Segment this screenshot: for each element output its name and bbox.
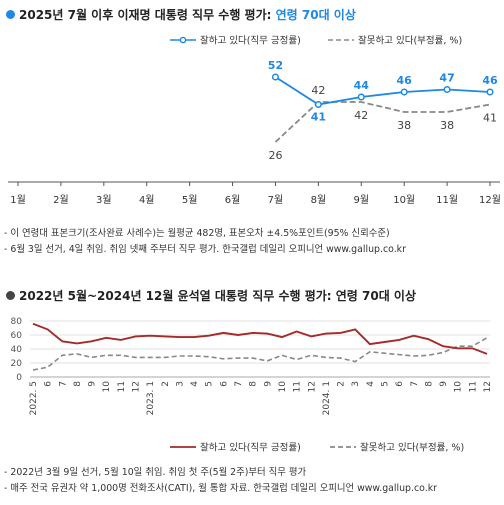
top-title-highlight: 연령 70대 이상 — [275, 8, 356, 22]
x-tick-label: 12 — [307, 381, 317, 392]
data-label-positive: 47 — [439, 72, 454, 85]
legend-marker-icon — [179, 36, 187, 44]
x-tick-label: 7 — [58, 381, 68, 387]
x-tick-label: 8월 — [311, 194, 327, 206]
x-tick-label: 6월 — [225, 194, 241, 206]
top-line-chart: 잘하고 있다(직무 긍정률) 잘못하고 있다(부정률, %) 1월 2월 3월 4월 5월 6… — [8, 35, 501, 206]
x-tick-label: 4월 — [139, 194, 155, 206]
x-tick-label: 1월 — [10, 194, 26, 206]
x-tick-label: 6 — [219, 381, 229, 387]
x-tick-label: 9월 — [353, 194, 369, 206]
data-label-negative: 41 — [483, 112, 497, 125]
bullet-dot-icon — [6, 10, 15, 19]
data-label-positive: 46 — [397, 74, 413, 87]
x-tick-label: 10 — [102, 381, 112, 393]
series-line-2 — [32, 337, 488, 371]
data-point-positive — [271, 73, 280, 81]
data-label-negative: 26 — [268, 149, 282, 162]
bottom-section: 2022년 5월~2024년 12월 윤석열 대통령 직무 수행 평가: 연령 … — [0, 283, 504, 505]
x-tick-label: 6 — [44, 381, 54, 387]
x-tick-label: 6 — [395, 381, 405, 387]
x-tick-label: 11 — [293, 381, 303, 392]
series-line-1 — [274, 76, 491, 106]
series-line-2 — [274, 101, 491, 143]
top-footnote-1: - 이 연령대 표본크기(조사완료 사례수)는 월평균 482명, 표본오차 ±… — [4, 228, 390, 239]
x-tick-label: 12 — [483, 381, 493, 392]
x-tick-label: 2 — [337, 381, 347, 387]
bottom-footnote-1: - 2022년 3월 9일 선거, 5월 10일 취임. 취임 첫 주(5월 2… — [4, 467, 307, 478]
bottom-footnote-2: - 매주 전국 유권자 약 1,000명 전화조사(CATI), 월 통합 자료… — [4, 483, 437, 494]
data-label-negative: 38 — [440, 119, 454, 132]
x-tick-label: 2월 — [53, 194, 69, 206]
x-tick-label: 2022. 5 — [29, 381, 39, 415]
series-line-1 — [32, 322, 488, 355]
top-footnote-2: - 6월 3일 선거, 4일 취임. 취임 넷째 주부터 직무 평가. 한국갤럽… — [4, 244, 406, 255]
data-label-positive: 52 — [268, 59, 283, 72]
data-label-negative: 42 — [311, 84, 325, 97]
y-tick-label: 80 — [11, 317, 23, 327]
data-label-positive: 41 — [311, 111, 326, 124]
bottom-legend: 잘하고 있다(직무 긍정률) 잘못하고 있다(부정률, %) — [170, 442, 464, 454]
x-tick-label: 5 — [380, 381, 390, 387]
x-tick-label: 5월 — [182, 194, 198, 206]
x-tick-label: 9 — [88, 381, 98, 387]
y-tick-label: 40 — [11, 345, 23, 355]
data-point-positive — [314, 100, 322, 109]
x-tick-label: 2 — [161, 381, 171, 387]
data-point-positive — [443, 85, 451, 94]
top-chart-title: 2025년 7월 이후 이재명 대통령 직무 수행 평가: 연령 70대 이상 — [6, 6, 356, 23]
x-tick-label: 5 — [205, 381, 215, 387]
bottom-chart-title: 2022년 5월~2024년 12월 윤석열 대통령 직무 수행 평가: 연령 … — [6, 287, 416, 304]
x-tick-label: 3월 — [96, 194, 112, 206]
data-label-negative: 38 — [397, 119, 411, 132]
top-footnotes: - 이 연령대 표본크기(조사완료 사례수)는 월평균 482명, 표본오차 ±… — [4, 226, 406, 258]
top-legend: 잘하고 있다(직무 긍정률) 잘못하고 있다(부정률, %) — [170, 35, 462, 47]
x-tick-label: 10 — [454, 381, 464, 393]
data-point-positive — [400, 88, 408, 96]
x-tick-label: 8 — [249, 381, 259, 387]
legend-label-2: 잘못하고 있다(부정률, %) — [358, 35, 462, 47]
data-point-positive — [486, 88, 494, 96]
x-tick-label: 8 — [73, 381, 83, 387]
bottom-footnotes: - 2022년 3월 9일 선거, 5월 10일 취임. 취임 첫 주(5월 2… — [4, 465, 437, 497]
x-tick-label: 3 — [351, 381, 361, 387]
legend-label-1: 잘하고 있다(직무 긍정률) — [200, 442, 301, 454]
x-tick-label: 3 — [175, 381, 185, 387]
x-tick-label: 11월 — [436, 194, 458, 206]
top-title-main: 2025년 7월 이후 이재명 대통령 직무 수행 평가: — [19, 8, 276, 22]
x-tick-label: 10 — [278, 381, 288, 393]
y-tick-label: 60 — [11, 331, 23, 341]
x-tick-label: 12 — [132, 381, 142, 392]
legend-label-2: 잘못하고 있다(부정률, %) — [360, 442, 464, 454]
x-tick-label: 10월 — [393, 194, 415, 206]
x-tick-label: 2023. 1 — [146, 381, 156, 415]
x-tick-label: 7 — [410, 381, 420, 387]
x-tick-label: 4 — [366, 381, 376, 387]
x-tick-label: 7월 — [268, 194, 284, 206]
y-tick-label: 0 — [16, 373, 22, 383]
x-tick-label: 11 — [117, 381, 127, 392]
data-label-positive: 44 — [354, 79, 370, 92]
legend-label-1: 잘하고 있다(직무 긍정률) — [200, 35, 301, 47]
x-tick-label: 9 — [263, 381, 273, 387]
top-section: 2025년 7월 이후 이재명 대통령 직무 수행 평가: 연령 70대 이상 … — [4, 6, 501, 258]
x-tick-label: 7 — [234, 381, 244, 387]
bullet-dot-icon — [6, 291, 15, 300]
x-tick-label: 4 — [190, 381, 200, 387]
data-point-positive — [357, 93, 365, 101]
x-tick-label: 12월 — [479, 194, 501, 206]
data-label-negative: 42 — [354, 109, 368, 122]
data-label-positive: 46 — [482, 74, 498, 87]
y-tick-label: 20 — [11, 359, 23, 369]
bottom-title-main: 2022년 5월~2024년 12월 윤석열 대통령 직무 수행 평가: 연령 … — [19, 289, 417, 303]
x-tick-label: 9 — [439, 381, 449, 387]
x-tick-label: 8 — [424, 381, 434, 387]
x-tick-label: 11 — [468, 381, 478, 392]
x-tick-label: 2024. 1 — [322, 381, 332, 415]
